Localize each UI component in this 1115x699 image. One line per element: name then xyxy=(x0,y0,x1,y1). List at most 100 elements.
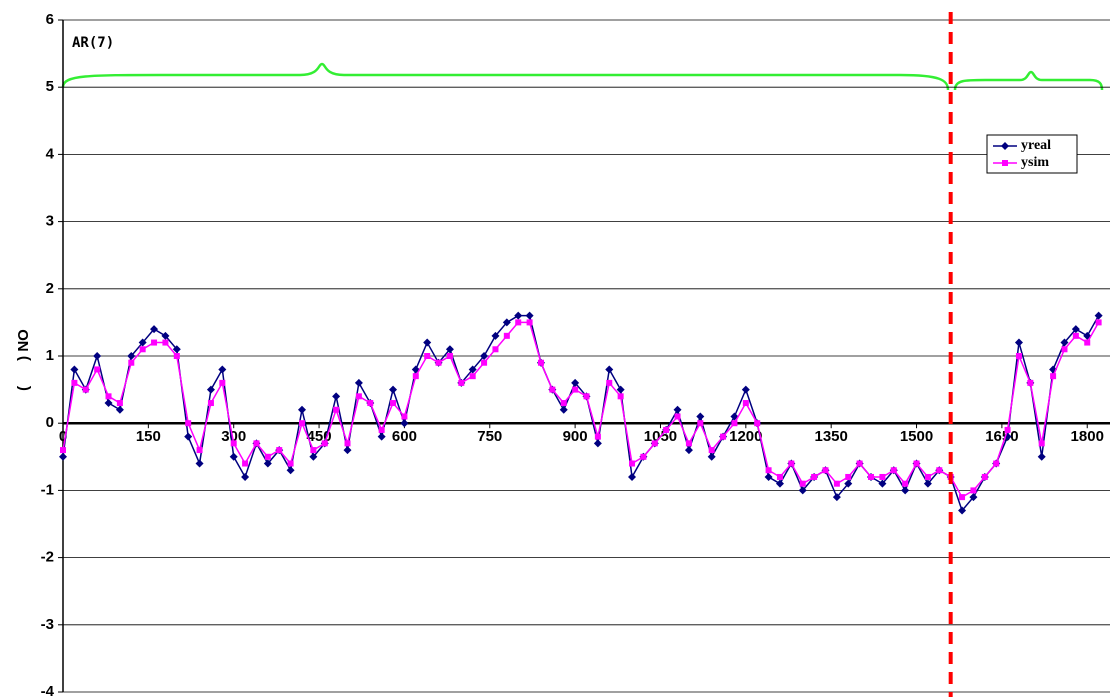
marker xyxy=(206,385,215,394)
marker xyxy=(94,366,101,373)
marker xyxy=(673,405,682,414)
marker xyxy=(196,447,203,454)
y-tick-label: 3 xyxy=(46,213,54,230)
marker xyxy=(185,420,192,427)
marker xyxy=(263,459,272,468)
marker xyxy=(902,480,909,487)
marker xyxy=(423,338,432,347)
y-tick-label: -1 xyxy=(41,481,54,498)
legend-marker xyxy=(1002,160,1008,166)
marker xyxy=(184,432,193,441)
marker xyxy=(845,473,852,480)
marker xyxy=(344,440,351,447)
marker xyxy=(60,447,66,454)
marker xyxy=(1037,452,1046,461)
marker xyxy=(389,385,398,394)
marker xyxy=(629,460,636,467)
marker xyxy=(868,473,875,480)
y-tick-label: 1 xyxy=(46,347,54,364)
marker xyxy=(878,479,887,488)
marker xyxy=(776,473,783,480)
marker xyxy=(593,439,602,448)
marker xyxy=(298,420,305,427)
marker xyxy=(480,352,489,360)
marker xyxy=(549,386,556,393)
marker xyxy=(798,486,807,495)
y-tick-label: -3 xyxy=(41,616,54,633)
marker xyxy=(276,447,283,454)
marker xyxy=(560,400,567,407)
marker xyxy=(799,480,806,487)
marker xyxy=(446,353,453,359)
marker xyxy=(219,379,226,386)
marker xyxy=(515,319,522,326)
marker xyxy=(685,440,692,447)
marker xyxy=(1014,338,1023,347)
marker xyxy=(663,426,670,433)
marker xyxy=(229,452,238,461)
marker xyxy=(1038,440,1045,447)
marker xyxy=(1027,379,1034,386)
marker xyxy=(241,472,250,481)
marker xyxy=(162,339,169,346)
marker xyxy=(765,467,772,474)
marker xyxy=(297,405,306,414)
marker xyxy=(833,480,840,487)
legend: yreal ysim xyxy=(986,134,1078,174)
marker xyxy=(93,352,102,360)
marker xyxy=(571,378,580,387)
marker xyxy=(469,373,476,380)
x-tick-label: 600 xyxy=(392,428,417,445)
marker xyxy=(605,365,614,374)
marker xyxy=(537,359,544,366)
marker xyxy=(959,494,966,501)
marker xyxy=(82,386,89,393)
marker xyxy=(1095,319,1102,326)
marker xyxy=(708,447,715,454)
marker xyxy=(890,467,897,474)
marker xyxy=(628,472,637,481)
marker xyxy=(468,365,477,374)
marker xyxy=(354,378,363,387)
marker xyxy=(458,379,465,386)
marker xyxy=(321,440,328,447)
marker xyxy=(923,479,932,488)
marker xyxy=(253,440,260,447)
marker xyxy=(924,473,931,480)
marker xyxy=(731,420,738,427)
marker xyxy=(720,433,727,440)
marker xyxy=(594,433,601,440)
marker xyxy=(822,467,829,474)
marker xyxy=(617,393,624,400)
marker xyxy=(1004,426,1011,433)
marker xyxy=(492,346,499,353)
marker xyxy=(913,460,920,467)
brace xyxy=(61,62,950,91)
marker xyxy=(879,473,886,480)
marker xyxy=(287,460,294,467)
x-tick-label: 1200 xyxy=(729,428,762,445)
y-tick-label: 6 xyxy=(46,11,54,28)
marker xyxy=(343,446,352,455)
marker xyxy=(309,452,318,461)
marker xyxy=(1060,338,1069,347)
marker xyxy=(445,345,454,354)
marker xyxy=(503,332,510,339)
marker xyxy=(741,385,750,394)
marker xyxy=(173,353,180,359)
marker xyxy=(856,460,863,467)
marker xyxy=(128,359,135,366)
legend-label: yreal xyxy=(1021,138,1051,153)
marker xyxy=(355,393,362,400)
marker xyxy=(1061,346,1068,353)
x-tick-label: 0 xyxy=(59,428,67,445)
marker xyxy=(788,460,795,467)
marker xyxy=(412,373,419,380)
x-tick-label: 750 xyxy=(477,428,502,445)
y-axis-label: ( ) NO xyxy=(15,329,32,391)
x-tick-label: 1650 xyxy=(985,428,1018,445)
marker xyxy=(435,359,442,366)
marker xyxy=(333,406,340,413)
marker xyxy=(526,319,533,326)
